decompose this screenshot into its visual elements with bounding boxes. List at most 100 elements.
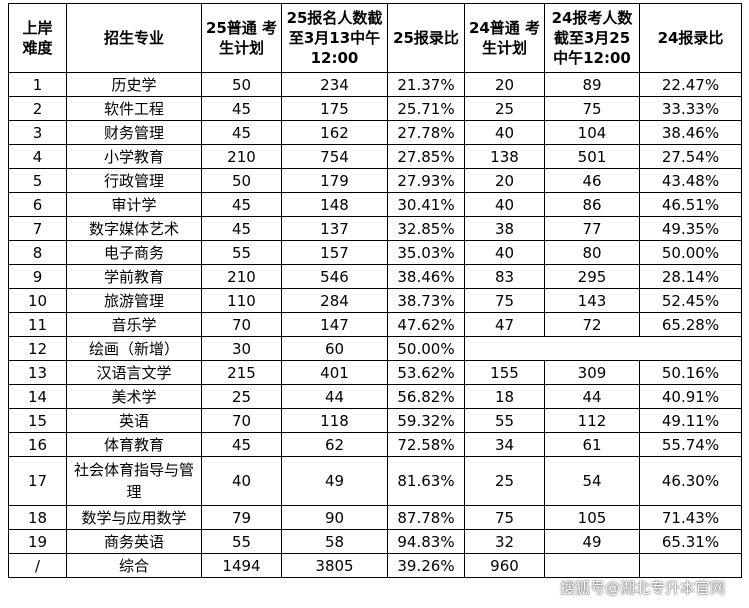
cell-plan-25: 1494 (201, 553, 282, 578)
cell-applicants-24: 49 (544, 529, 640, 554)
cell-major: 学前教育 (66, 264, 202, 289)
cell-applicants-25: 58 (281, 529, 388, 554)
table-row: 15 英语 70 118 59.32% 55 112 49.11% (8, 408, 742, 433)
table-row: 3 财务管理 45 162 27.78% 40 104 38.46% (8, 120, 742, 145)
header-applicants-25: 25报名人数截 至3月13中午 12:00 (281, 3, 388, 73)
cell-difficulty: 3 (8, 120, 67, 145)
cell-plan-24: 83 (464, 264, 545, 289)
cell-major: 财务管理 (66, 120, 202, 145)
cell-applicants-25: 62 (281, 432, 388, 457)
cell-difficulty: 11 (8, 312, 67, 337)
cell-applicants-24: 46 (544, 168, 640, 193)
cell-plan-24: 18 (464, 384, 545, 409)
cell-plan-24: 20 (464, 168, 545, 193)
cell-difficulty: 15 (8, 408, 67, 433)
cell-major: 数学与应用数学 (66, 505, 202, 530)
cell-ratio-25: 32.85% (387, 216, 465, 241)
cell-plan-25: 210 (201, 264, 282, 289)
cell-plan-24: 25 (464, 456, 545, 506)
table-row: 8 电子商务 55 157 35.03% 40 80 50.00% (8, 240, 742, 265)
table-row: 4 小学教育 210 754 27.85% 138 501 27.54% (8, 144, 742, 169)
cell-ratio-25: 38.46% (387, 264, 465, 289)
cell-applicants-24: 54 (544, 456, 640, 506)
cell-applicants-25: 401 (281, 360, 388, 385)
cell-applicants-24: 61 (544, 432, 640, 457)
cell-difficulty: 10 (8, 288, 67, 313)
cell-plan-25: 40 (201, 456, 282, 506)
cell-plan-25: 215 (201, 360, 282, 385)
cell-applicants-24: 105 (544, 505, 640, 530)
cell-ratio-24: 50.16% (639, 360, 742, 385)
cell-applicants-25: 148 (281, 192, 388, 217)
cell-plan-24: 20 (464, 72, 545, 97)
cell-plan-25: 70 (201, 312, 282, 337)
table-row: 10 旅游管理 110 284 38.73% 75 143 52.45% (8, 288, 742, 313)
cell-major: 软件工程 (66, 96, 202, 121)
header-row: 上岸 难度 招生专业 25普通 考生计划 25报名人数截 至3月13中午 12:00 25报录… (8, 3, 742, 73)
cell-applicants-24 (544, 553, 640, 578)
cell-applicants-24: 143 (544, 288, 640, 313)
table-row: 16 体育教育 45 62 72.58% 34 61 55.74% (8, 432, 742, 457)
cell-applicants-24: 112 (544, 408, 640, 433)
cell-ratio-24: 27.54% (639, 144, 742, 169)
cell-plan-24: 960 (464, 553, 545, 578)
cell-ratio-25: 47.62% (387, 312, 465, 337)
cell-major: 商务英语 (66, 529, 202, 554)
cell-plan-25: 55 (201, 529, 282, 554)
header-ratio-25: 25报录比 (387, 3, 465, 73)
cell-plan-24 (464, 336, 742, 361)
cell-plan-25: 45 (201, 432, 282, 457)
cell-applicants-24: 44 (544, 384, 640, 409)
cell-plan-24: 75 (464, 505, 545, 530)
cell-ratio-25: 56.82% (387, 384, 465, 409)
cell-ratio-24: 50.00% (639, 240, 742, 265)
cell-difficulty: / (8, 553, 67, 578)
cell-ratio-24: 71.43% (639, 505, 742, 530)
cell-plan-25: 45 (201, 216, 282, 241)
cell-applicants-25: 44 (281, 384, 388, 409)
cell-ratio-25: 81.63% (387, 456, 465, 506)
cell-major: 绘画（新增） (66, 336, 202, 361)
cell-major: 行政管理 (66, 168, 202, 193)
cell-ratio-25: 27.93% (387, 168, 465, 193)
cell-ratio-24: 55.74% (639, 432, 742, 457)
cell-plan-24: 25 (464, 96, 545, 121)
cell-applicants-25: 147 (281, 312, 388, 337)
cell-ratio-25: 94.83% (387, 529, 465, 554)
header-plan-25: 25普通 考生计划 (201, 3, 282, 73)
cell-major: 旅游管理 (66, 288, 202, 313)
cell-plan-25: 50 (201, 72, 282, 97)
cell-applicants-24: 80 (544, 240, 640, 265)
cell-difficulty: 18 (8, 505, 67, 530)
cell-ratio-24: 38.46% (639, 120, 742, 145)
cell-difficulty: 19 (8, 529, 67, 554)
table-row: 14 美术学 25 44 56.82% 18 44 40.91% (8, 384, 742, 409)
cell-difficulty: 14 (8, 384, 67, 409)
cell-applicants-25: 90 (281, 505, 388, 530)
cell-plan-25: 210 (201, 144, 282, 169)
cell-plan-25: 55 (201, 240, 282, 265)
cell-ratio-25: 53.62% (387, 360, 465, 385)
cell-major: 审计学 (66, 192, 202, 217)
cell-plan-24: 38 (464, 216, 545, 241)
cell-applicants-25: 179 (281, 168, 388, 193)
cell-ratio-24 (639, 553, 742, 578)
table-row: 19 商务英语 55 58 94.83% 32 49 65.31% (8, 529, 742, 554)
cell-ratio-24: 65.28% (639, 312, 742, 337)
table-row: 7 数字媒体艺术 45 137 32.85% 38 77 49.35% (8, 216, 742, 241)
cell-plan-25: 45 (201, 120, 282, 145)
cell-ratio-24: 46.30% (639, 456, 742, 506)
cell-plan-24: 32 (464, 529, 545, 554)
cell-plan-24: 138 (464, 144, 545, 169)
cell-ratio-24: 33.33% (639, 96, 742, 121)
cell-ratio-25: 21.37% (387, 72, 465, 97)
cell-major: 数字媒体艺术 (66, 216, 202, 241)
cell-major: 美术学 (66, 384, 202, 409)
cell-ratio-24: 28.14% (639, 264, 742, 289)
cell-major: 英语 (66, 408, 202, 433)
cell-difficulty: 12 (8, 336, 67, 361)
cell-ratio-25: 25.71% (387, 96, 465, 121)
cell-applicants-25: 754 (281, 144, 388, 169)
cell-applicants-24: 77 (544, 216, 640, 241)
cell-major: 小学教育 (66, 144, 202, 169)
